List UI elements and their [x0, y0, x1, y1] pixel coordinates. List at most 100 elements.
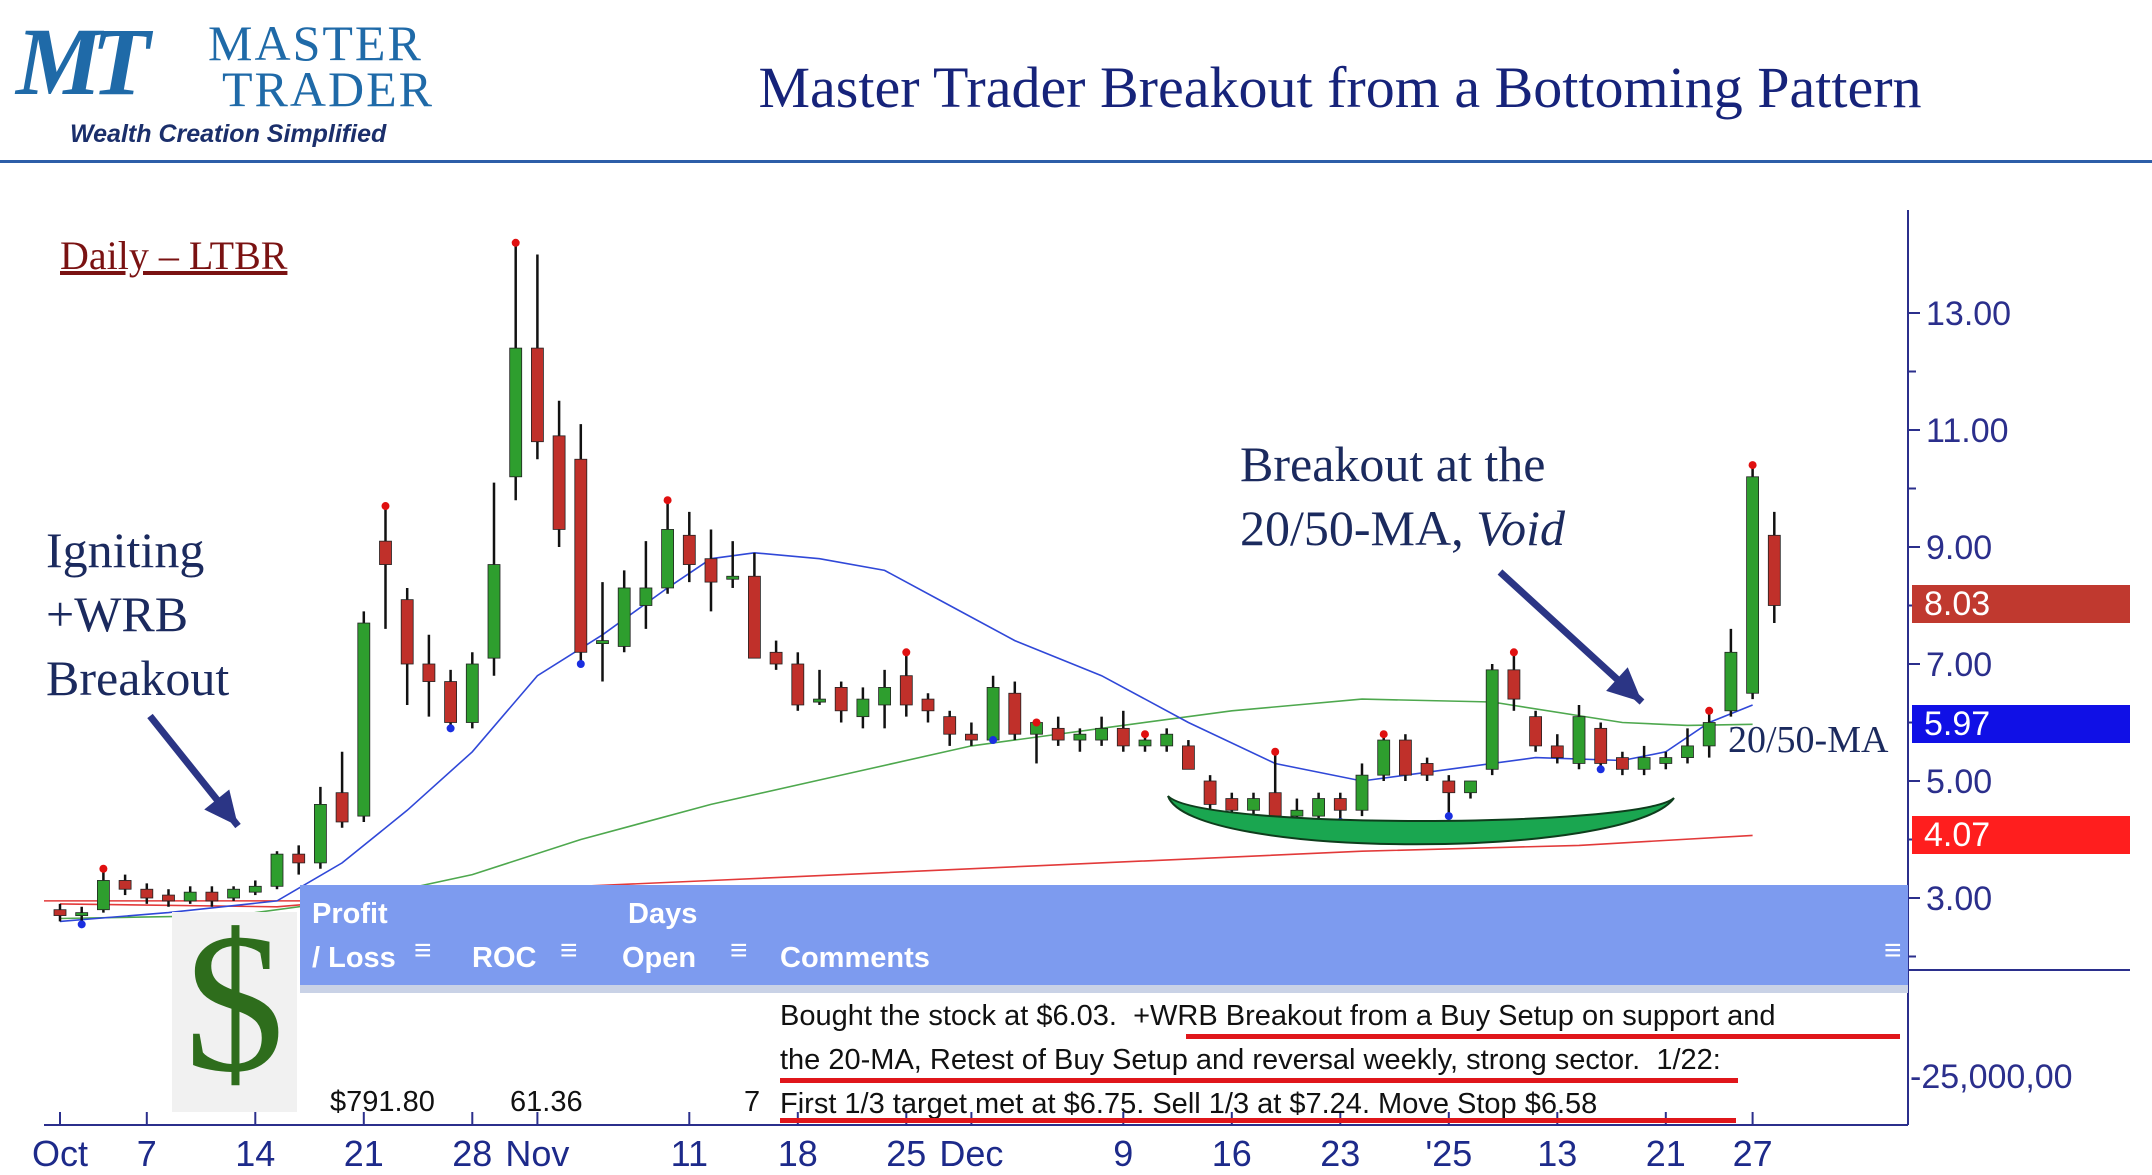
swing-high-dot — [1509, 648, 1518, 657]
col-roc[interactable]: ROC — [472, 942, 537, 974]
y-tick-label: 13.00 — [1926, 295, 2011, 333]
x-tick-label: 23 — [1320, 1133, 1360, 1174]
x-tick-label: 18 — [778, 1133, 818, 1174]
candle-body — [965, 733, 978, 741]
candle-body — [552, 435, 566, 530]
y-tick-label: 9.00 — [1926, 529, 1992, 567]
ma20-line — [59, 551, 1753, 923]
candle-body — [1572, 716, 1586, 764]
candle-body — [75, 912, 89, 917]
candle-body — [1116, 727, 1130, 747]
candle-body — [748, 575, 761, 659]
swing-high-dot — [511, 238, 520, 247]
candle-body — [769, 651, 783, 665]
candle-body — [1008, 692, 1022, 735]
y-tick-label: 11.00 — [1926, 412, 2009, 450]
candle-body — [1051, 727, 1065, 741]
breakout-line-2: 20/50-MA, Void — [1240, 496, 1565, 560]
swing-high-dot — [1748, 461, 1757, 470]
candle-body — [292, 853, 306, 864]
col-comments[interactable]: Comments — [780, 942, 930, 974]
candle-body — [1681, 745, 1694, 759]
swing-high-dot — [1032, 718, 1041, 727]
candle-body — [1225, 798, 1239, 811]
candle-body — [335, 792, 349, 823]
comment-line-2b: 1/22: — [1640, 1044, 1721, 1076]
col-days-line-2: Open — [622, 942, 697, 974]
swing-high-dot — [1705, 706, 1714, 715]
swing-high-dot — [1271, 747, 1280, 756]
bottoming-pattern-arc — [1167, 795, 1675, 846]
x-tick-label: Dec — [939, 1133, 1003, 1174]
candle-body — [183, 891, 197, 902]
breakout-line-2-italic: Void — [1476, 500, 1566, 556]
col-profit-loss[interactable]: Profit / Loss — [312, 892, 396, 980]
filter-icon[interactable]: ≡ — [414, 934, 432, 967]
axis-bottom-label: -25,000,00 — [1910, 1058, 2073, 1096]
filter-icon[interactable]: ≡ — [730, 934, 748, 967]
candle-body — [465, 663, 479, 723]
candle-body — [313, 804, 327, 864]
y-tick-label: 7.00 — [1926, 646, 1992, 684]
x-tick-label: Oct — [32, 1133, 88, 1174]
candle-body — [1485, 669, 1499, 770]
candle-body — [1268, 792, 1282, 817]
swing-high-dot — [663, 496, 672, 505]
x-tick-label: 25 — [886, 1133, 926, 1174]
candle-body — [574, 458, 588, 653]
comment-line-2a: the 20-MA, Retest of Buy Setup and rever… — [780, 1044, 1641, 1076]
comment-underline — [780, 1078, 1738, 1083]
x-tick-label: 14 — [235, 1133, 275, 1174]
x-tick-label: Nov — [505, 1133, 569, 1174]
breakout-arrow-head — [1606, 667, 1642, 702]
igniting-line-3: Breakout — [46, 650, 230, 706]
igniting-line-1: Igniting — [46, 522, 205, 578]
candle-body — [986, 687, 1000, 741]
swing-high-dot — [381, 502, 390, 511]
candle-body — [1333, 798, 1347, 811]
logo-word-trader: TRADER — [222, 61, 434, 117]
candle-body — [661, 529, 674, 589]
price-badge-ma: 5.97 — [1912, 705, 2130, 744]
logo-monogram: MT — [16, 8, 150, 115]
candle-body — [1182, 745, 1195, 770]
candle-body — [1529, 716, 1542, 747]
filter-icon[interactable]: ≡ — [1884, 934, 1902, 967]
candle-body — [813, 698, 826, 703]
x-tick-label: 7 — [137, 1133, 157, 1174]
candle-body — [487, 564, 501, 659]
comment-underline — [1186, 1034, 1900, 1039]
candle-body — [379, 540, 392, 565]
comment-line-1: Bought the stock at $6.03. +WRB Breakout… — [780, 994, 1775, 1038]
candle-body — [1464, 780, 1477, 794]
x-tick-label: '25 — [1425, 1133, 1472, 1174]
candle-body — [1420, 763, 1434, 776]
col-profit-line-1: Profit — [312, 898, 388, 930]
filter-icon[interactable]: ≡ — [560, 934, 578, 967]
candle-body — [1312, 798, 1325, 817]
candle-body — [791, 663, 805, 706]
candle-body — [1616, 757, 1629, 770]
candle-body — [856, 698, 870, 718]
candle-body — [639, 587, 653, 606]
dollar-icon: $ — [184, 893, 285, 1114]
logo-tagline: Wealth Creation Simplified — [70, 120, 387, 148]
swing-high-dot — [1379, 730, 1388, 739]
x-tick-label: 9 — [1113, 1133, 1133, 1174]
igniting-arrow-head — [204, 789, 238, 826]
col-days-open[interactable]: Days Open — [622, 892, 697, 980]
candle-body — [1355, 774, 1369, 811]
candle-body — [1659, 757, 1673, 764]
breakout-line-2-text: 20/50-MA, — [1240, 500, 1477, 556]
candle-body — [878, 687, 891, 706]
comment-line-1b: +WRB Breakout from a Buy Setup on suppor… — [1133, 1000, 1776, 1032]
logo-word-master: MASTER — [208, 15, 423, 71]
candle-body — [943, 716, 957, 735]
igniting-line-2: +WRB — [46, 586, 189, 642]
comment-line-3: First 1/3 target met at $6.75. Sell 1/3 … — [780, 1088, 1598, 1120]
cell-profit: $791.80 — [330, 1086, 435, 1118]
candle-body — [1594, 727, 1608, 764]
page-title: Master Trader Breakout from a Bottoming … — [758, 55, 1922, 120]
candle-body — [704, 558, 718, 583]
